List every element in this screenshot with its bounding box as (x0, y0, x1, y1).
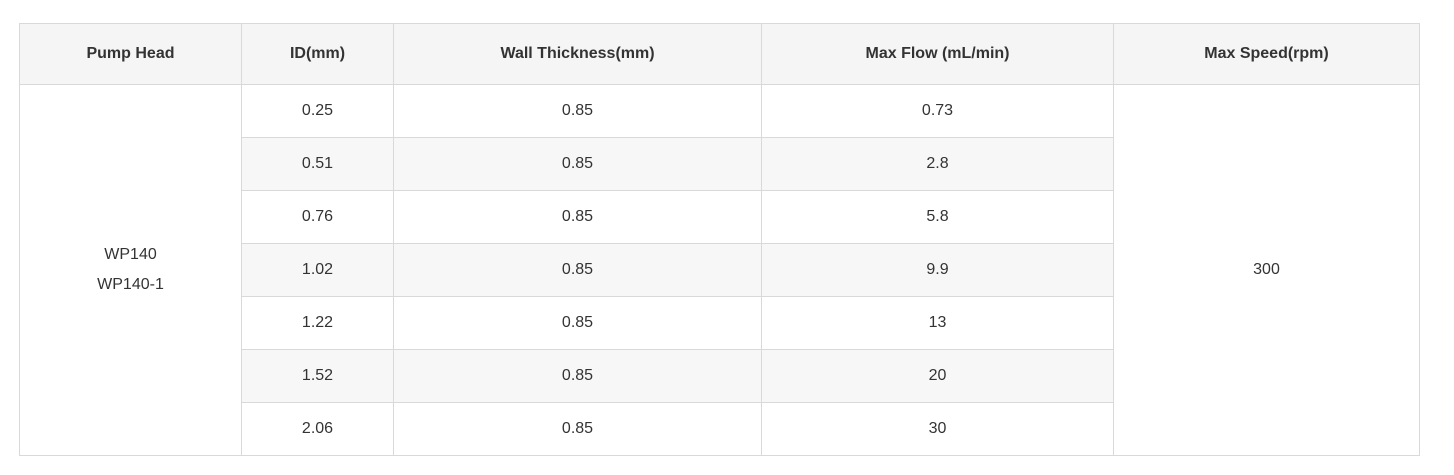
max-speed-cell: 300 (1113, 84, 1420, 456)
spec-table-container: Pump Head ID(mm) Wall Thickness(mm) Max … (19, 23, 1420, 456)
wall-thickness-cell: 0.85 (393, 243, 762, 297)
header-max-speed: Max Speed(rpm) (1113, 23, 1420, 85)
wall-thickness-cell: 0.85 (393, 402, 762, 456)
header-max-flow: Max Flow (mL/min) (761, 23, 1114, 85)
pump-head-model: WP140-1 (97, 276, 164, 293)
wall-thickness-cell: 0.85 (393, 137, 762, 191)
wall-thickness-cell: 0.85 (393, 349, 762, 403)
header-row: Pump Head ID(mm) Wall Thickness(mm) Max … (19, 23, 1420, 85)
table-row: 1.22 0.85 13 (20, 296, 1420, 350)
table-row: 0.51 0.85 2.8 (20, 137, 1420, 191)
max-flow-cell: 9.9 (761, 243, 1114, 297)
header-pump-head: Pump Head (19, 23, 242, 85)
id-cell: 0.76 (241, 190, 394, 244)
max-flow-cell: 0.73 (761, 84, 1114, 138)
pump-head-model: WP140 (104, 246, 157, 263)
id-cell: 1.52 (241, 349, 394, 403)
id-cell: 1.22 (241, 296, 394, 350)
max-flow-cell: 13 (761, 296, 1114, 350)
table-row: 2.06 0.85 30 (20, 402, 1420, 456)
max-flow-cell: 30 (761, 402, 1114, 456)
wall-thickness-cell: 0.85 (393, 190, 762, 244)
id-cell: 0.51 (241, 137, 394, 191)
wall-thickness-cell: 0.85 (393, 296, 762, 350)
max-flow-cell: 20 (761, 349, 1114, 403)
header-id: ID(mm) (241, 23, 394, 85)
id-cell: 2.06 (241, 402, 394, 456)
table-row: 0.76 0.85 5.8 (20, 190, 1420, 244)
max-flow-cell: 5.8 (761, 190, 1114, 244)
pump-head-cell: WP140 WP140-1 (19, 84, 242, 456)
max-flow-cell: 2.8 (761, 137, 1114, 191)
table-row: 1.52 0.85 20 (20, 349, 1420, 403)
id-cell: 0.25 (241, 84, 394, 138)
wall-thickness-cell: 0.85 (393, 84, 762, 138)
id-cell: 1.02 (241, 243, 394, 297)
pump-spec-table: Pump Head ID(mm) Wall Thickness(mm) Max … (19, 23, 1420, 456)
table-row: WP140 WP140-1 0.25 0.85 0.73 300 (19, 84, 1420, 456)
table-row: 1.02 0.85 9.9 (20, 243, 1420, 297)
header-wall-thickness: Wall Thickness(mm) (393, 23, 762, 85)
